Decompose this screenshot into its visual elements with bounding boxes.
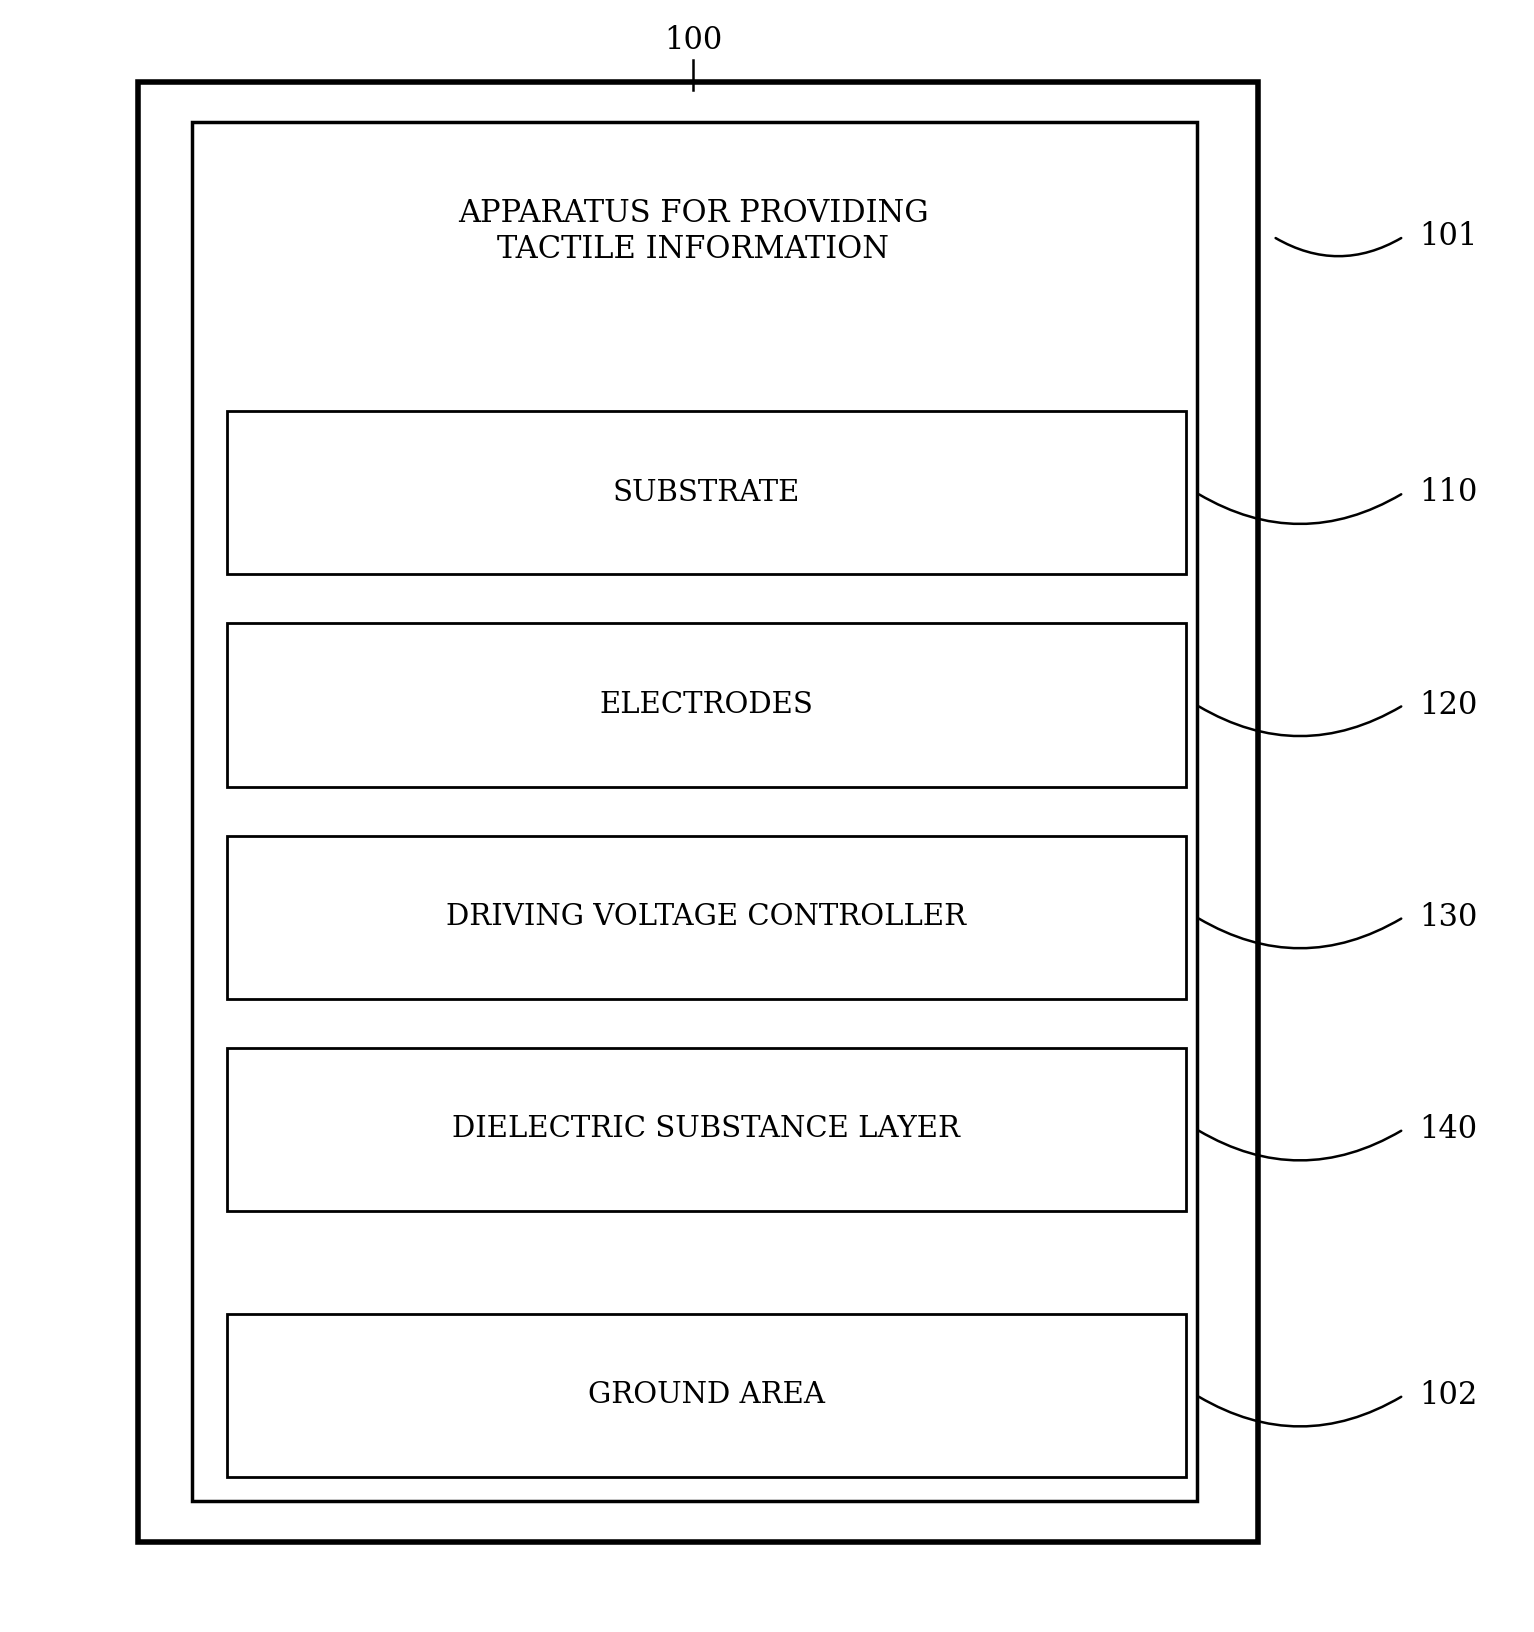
Text: 102: 102 [1419,1381,1477,1410]
FancyBboxPatch shape [227,623,1186,787]
Text: 100: 100 [664,26,723,55]
FancyBboxPatch shape [138,82,1258,1542]
Text: 140: 140 [1419,1115,1477,1144]
FancyBboxPatch shape [227,411,1186,574]
FancyBboxPatch shape [227,1314,1186,1477]
Text: 101: 101 [1419,222,1477,251]
FancyBboxPatch shape [192,122,1197,1501]
Text: ELECTRODES: ELECTRODES [600,690,813,720]
Text: DIELECTRIC SUBSTANCE LAYER: DIELECTRIC SUBSTANCE LAYER [453,1115,960,1144]
FancyBboxPatch shape [227,1048,1186,1211]
Text: 120: 120 [1419,690,1477,720]
Text: APPARATUS FOR PROVIDING
TACTILE INFORMATION: APPARATUS FOR PROVIDING TACTILE INFORMAT… [459,199,928,264]
Text: DRIVING VOLTAGE CONTROLLER: DRIVING VOLTAGE CONTROLLER [446,902,966,932]
Text: 110: 110 [1419,478,1477,508]
FancyBboxPatch shape [227,836,1186,999]
Text: SUBSTRATE: SUBSTRATE [612,478,801,508]
Text: GROUND AREA: GROUND AREA [588,1381,825,1410]
Text: 130: 130 [1419,902,1477,932]
